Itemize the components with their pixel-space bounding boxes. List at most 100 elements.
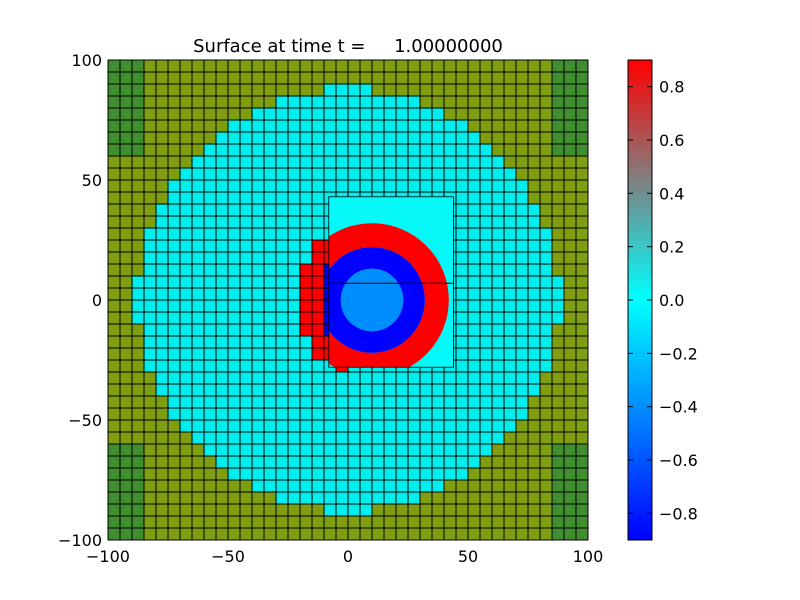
heatmap-cell [467, 239, 481, 253]
x-tick-label: 100 [573, 547, 604, 566]
heatmap-cell [287, 119, 301, 133]
heatmap-cell [263, 491, 277, 505]
heatmap-cell [239, 323, 253, 337]
heatmap-cell [191, 71, 205, 85]
heatmap-cell [263, 455, 277, 469]
heatmap-cell [455, 431, 469, 445]
heatmap-cell [503, 395, 517, 409]
heatmap-cell [108, 467, 121, 481]
heatmap-cell [131, 95, 145, 109]
heatmap-cell [455, 299, 469, 313]
heatmap-cell [179, 215, 193, 229]
heatmap-cell [179, 491, 193, 505]
heatmap-cell [143, 467, 157, 481]
heatmap-cell [539, 467, 553, 481]
heatmap-cell [467, 527, 481, 540]
heatmap-cell [263, 60, 277, 73]
heatmap-cell [203, 179, 217, 193]
heatmap-cell [359, 71, 373, 85]
x-tick-label: −100 [86, 547, 130, 566]
heatmap-cell [419, 131, 433, 145]
heatmap-cell [455, 335, 469, 349]
heatmap-cell [335, 503, 349, 517]
heatmap-cell [108, 143, 121, 157]
heatmap-cell [155, 467, 169, 481]
heatmap-cell [155, 443, 169, 457]
heatmap-cell [167, 251, 181, 265]
heatmap-cell [155, 179, 169, 193]
heatmap-cell [203, 155, 217, 169]
heatmap-cell [263, 323, 277, 337]
heatmap-cell [287, 335, 301, 349]
heatmap-cell [287, 83, 301, 97]
heatmap-cell [515, 491, 529, 505]
heatmap-cell [227, 311, 241, 325]
heatmap-cell [539, 287, 553, 301]
heatmap-cell [455, 119, 469, 133]
heatmap-cell [143, 335, 157, 349]
heatmap-cell [119, 359, 133, 373]
heatmap-cell [227, 515, 241, 529]
heatmap-cell [263, 515, 277, 529]
heatmap-cell [215, 371, 229, 385]
heatmap-cell [359, 527, 373, 540]
heatmap-cell [311, 491, 325, 505]
heatmap-cell [191, 503, 205, 517]
heatmap-cell [179, 95, 193, 109]
heatmap-cell [275, 119, 289, 133]
heatmap-cell [347, 155, 361, 169]
heatmap-cell [419, 95, 433, 109]
heatmap-cell [167, 287, 181, 301]
heatmap-cell [455, 155, 469, 169]
heatmap-cell [167, 431, 181, 445]
heatmap-cell [491, 299, 505, 313]
heatmap-cell [479, 431, 493, 445]
colorbar-tick-label: 0.0 [659, 291, 684, 310]
heatmap-cell [479, 287, 493, 301]
heatmap-cell [347, 491, 361, 505]
y-tick-label: −100 [58, 531, 102, 550]
heatmap-cell [155, 95, 169, 109]
heatmap-cell [239, 239, 253, 253]
heatmap-cell [335, 119, 349, 133]
heatmap-cell [143, 371, 157, 385]
heatmap-cell [431, 155, 445, 169]
heatmap-cell [407, 167, 421, 181]
heatmap-cell [467, 263, 481, 277]
heatmap-cell [179, 515, 193, 529]
heatmap-cell [443, 419, 457, 433]
heatmap-cell [179, 455, 193, 469]
heatmap-cell [539, 203, 553, 217]
heatmap-cell [527, 119, 541, 133]
heatmap-cell [407, 83, 421, 97]
heatmap-cell [527, 167, 541, 181]
heatmap-cell [287, 131, 301, 145]
heatmap-cell [395, 419, 409, 433]
heatmap-cell [311, 515, 325, 529]
heatmap-cell [551, 95, 565, 109]
heatmap-cell [239, 131, 253, 145]
heatmap-cell [431, 443, 445, 457]
heatmap-cell [575, 263, 588, 277]
heatmap-cell [191, 251, 205, 265]
heatmap-cell [143, 287, 157, 301]
heatmap-cell [347, 95, 361, 109]
heatmap-cell [563, 60, 577, 73]
heatmap-cell [155, 383, 169, 397]
heatmap-cell [119, 119, 133, 133]
heatmap-cell [347, 455, 361, 469]
heatmap-cell [347, 131, 361, 145]
heatmap-cell [239, 359, 253, 373]
heatmap-cell [443, 407, 457, 421]
heatmap-cell [143, 239, 157, 253]
heatmap-cell [108, 227, 121, 241]
heatmap-cell [527, 395, 541, 409]
heatmap-cell [227, 71, 241, 85]
heatmap-cell [251, 191, 265, 205]
heatmap-cell [167, 131, 181, 145]
heatmap-cell [251, 407, 265, 421]
heatmap-cell [467, 143, 481, 157]
heatmap-cell [275, 503, 289, 517]
heatmap-cell [467, 431, 481, 445]
heatmap-cell [167, 299, 181, 313]
